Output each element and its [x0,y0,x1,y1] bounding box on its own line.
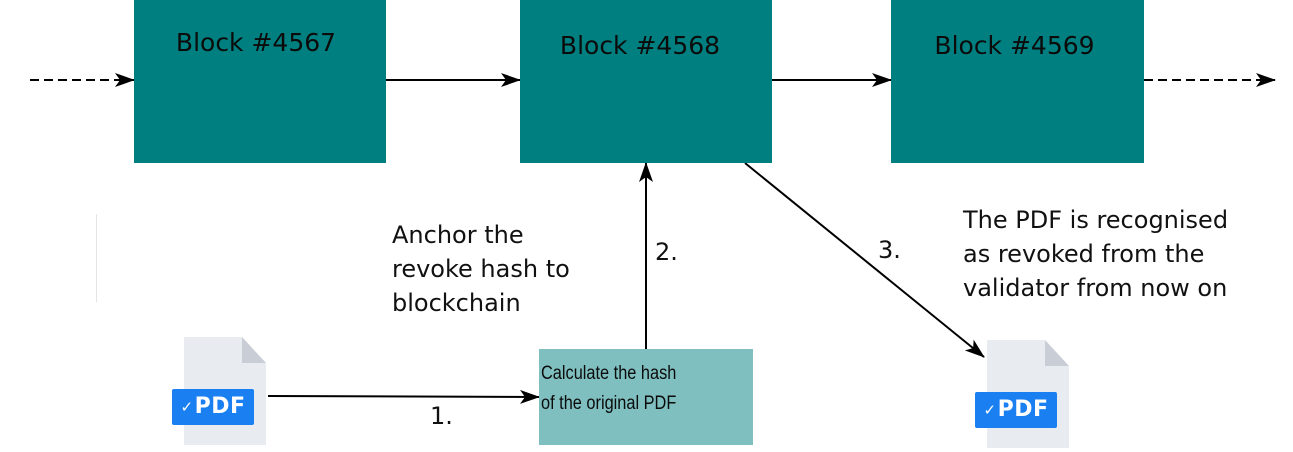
pdf-tag: ✓PDF [975,392,1057,428]
step-2-label: 2. [655,238,678,266]
annotation-line: blockchain [392,289,521,317]
annotation-line: Anchor the [392,221,524,249]
step-1-label: 1. [430,402,453,430]
pdf-tag-label: PDF [194,394,246,419]
block-4567: Block #4567 [134,0,386,163]
faint-edge-mark [92,214,97,302]
block-4569: Block #4569 [891,0,1144,163]
calc-line: of the original PDF [541,393,677,414]
annotation-line: The PDF is recognised [963,206,1229,234]
block-label: Block #4568 [559,31,721,60]
block-4568: Block #4568 [520,0,772,163]
block-label: Block #4569 [934,31,1095,60]
annotation-line: validator from now on [963,274,1228,302]
step-3-label: 3. [878,236,901,264]
block-label: Block #4567 [175,28,337,57]
calculate-hash-box: Calculate the hash of the original PDF [539,349,753,445]
revoked-annotation: The PDF is recognised as revoked from th… [963,203,1228,305]
step3-arrow [744,162,985,358]
anchor-annotation: Anchor the revoke hash to blockchain [392,218,570,320]
pdf-tag: ✓PDF [172,389,254,425]
annotation-line: revoke hash to [392,255,570,283]
check-badge-icon: ✓ [983,401,997,419]
check-badge-icon: ✓ [180,398,194,416]
revoked-pdf-icon: ✓PDF [975,340,1075,452]
step1-arrow [267,389,540,404]
calc-line: Calculate the hash [541,363,677,384]
pdf-tag-label: PDF [997,397,1049,422]
original-pdf-icon: ✓PDF [172,337,272,449]
annotation-line: as revoked from the [963,240,1205,268]
